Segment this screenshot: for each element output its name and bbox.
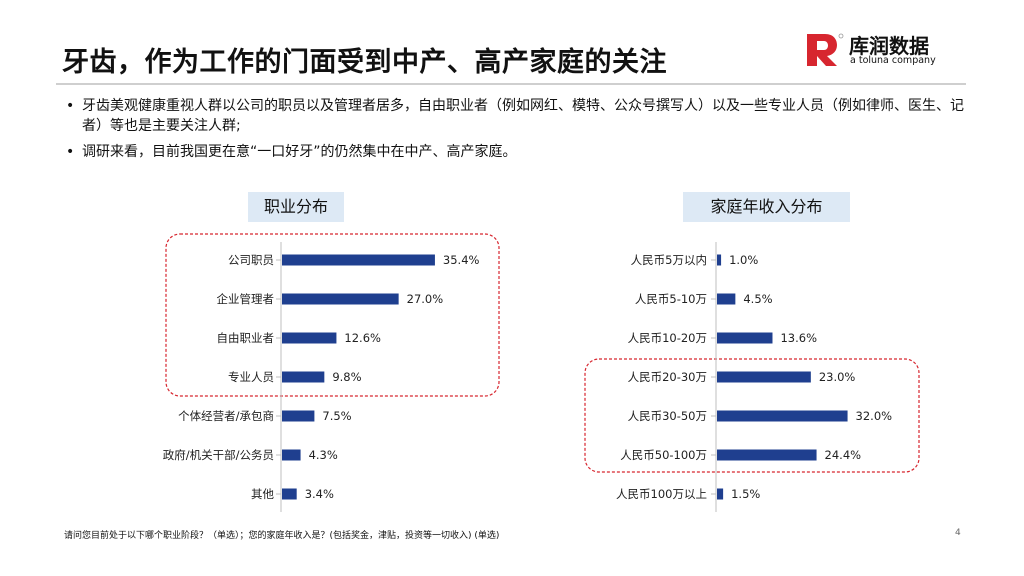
category-label: 公司职员	[228, 253, 274, 267]
bar	[282, 254, 435, 266]
category-label: 人民币10-20万	[628, 331, 707, 345]
page-title: 牙齿，作为工作的门面受到中产、高产家庭的关注	[62, 47, 667, 78]
title-divider	[56, 83, 966, 85]
category-label: 自由职业者	[217, 331, 275, 345]
value-label: 4.3%	[309, 448, 338, 462]
value-label: 35.4%	[443, 253, 480, 267]
value-label: 13.6%	[780, 331, 817, 345]
bullet-list: • 牙齿美观健康重视人群以公司的职员以及管理者居多，自由职业者（例如网红、模特、公…	[66, 96, 966, 168]
value-label: 1.0%	[729, 253, 758, 267]
bullet-item: • 牙齿美观健康重视人群以公司的职员以及管理者居多，自由职业者（例如网红、模特、公…	[66, 98, 964, 134]
bar	[282, 488, 297, 500]
value-label: 27.0%	[407, 292, 444, 306]
bar	[282, 410, 315, 422]
bar	[282, 449, 301, 461]
logo-name: 库润数据	[849, 34, 929, 58]
category-label: 个体经营者/承包商	[178, 409, 274, 423]
category-label: 人民币100万以上	[616, 487, 707, 501]
highlight-box	[165, 233, 500, 397]
bar	[717, 332, 773, 344]
bar	[717, 449, 817, 461]
category-label: 其他	[251, 487, 274, 501]
page-number: 4	[955, 528, 961, 538]
brand-logo: 库润数据 a toluna company	[803, 28, 963, 70]
value-label: 1.5%	[731, 487, 760, 501]
bar	[717, 293, 736, 305]
bullet-text: 调研来看，目前我国更在意“一口好牙”的仍然集中在中产、高产家庭。	[82, 144, 517, 160]
bar	[717, 488, 724, 500]
bullet-text: 牙齿美观健康重视人群以公司的职员以及管理者居多，自由职业者（例如网红、模特、公众…	[82, 98, 964, 134]
highlight-box	[584, 358, 920, 473]
value-label: 12.6%	[344, 331, 381, 345]
bar	[717, 254, 722, 266]
category-label: 人民币20-30万	[628, 370, 707, 384]
value-label: 24.4%	[825, 448, 862, 462]
bar	[282, 371, 325, 383]
income-chart-title: 家庭年收入分布	[683, 192, 850, 222]
bar	[282, 293, 399, 305]
bar	[717, 371, 811, 383]
footnote: 请问您目前处于以下哪个职业阶段？（单选）；您的家庭年收入是？(包括奖金，津贴，投…	[64, 531, 500, 541]
logo-subtitle: a toluna company	[850, 55, 936, 66]
bar	[282, 332, 337, 344]
category-label: 专业人员	[228, 370, 274, 384]
category-label: 人民币50-100万	[620, 448, 707, 462]
category-label: 人民币5-10万	[635, 292, 707, 306]
category-label: 政府/机关干部/公务员	[163, 448, 274, 462]
value-label: 9.8%	[332, 370, 361, 384]
value-label: 3.4%	[305, 487, 334, 501]
value-label: 23.0%	[819, 370, 856, 384]
value-label: 7.5%	[322, 409, 351, 423]
kr-logo-icon	[807, 33, 844, 66]
value-label: 32.0%	[856, 409, 893, 423]
bullet-item: • 调研来看，目前我国更在意“一口好牙”的仍然集中在中产、高产家庭。	[66, 144, 517, 160]
value-label: 4.5%	[743, 292, 772, 306]
category-label: 人民币30-50万	[628, 409, 707, 423]
bar	[717, 410, 848, 422]
category-label: 企业管理者	[217, 292, 275, 306]
occupation-chart-title: 职业分布	[248, 192, 344, 222]
category-label: 人民币5万以内	[631, 253, 707, 267]
